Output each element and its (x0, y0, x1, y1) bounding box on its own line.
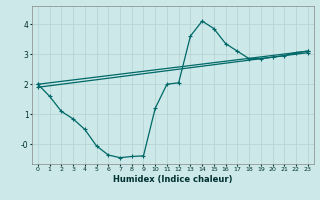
X-axis label: Humidex (Indice chaleur): Humidex (Indice chaleur) (113, 175, 233, 184)
